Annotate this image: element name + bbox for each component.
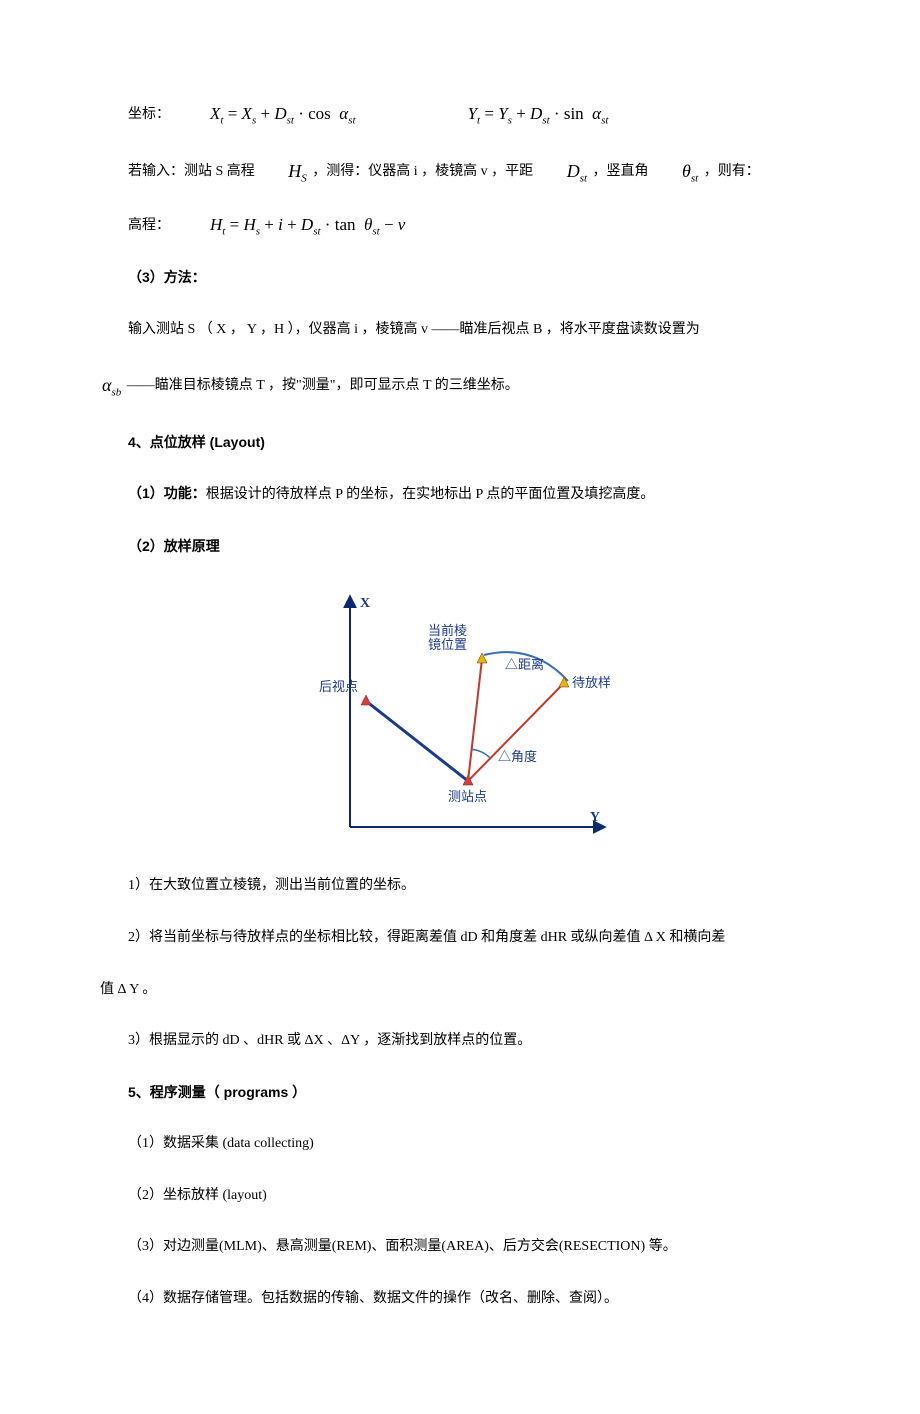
svg-text:当前棱: 当前棱 xyxy=(428,623,467,638)
p5-2: （2）坐标放样 (layout) xyxy=(100,1179,820,1213)
sym-hs: HS xyxy=(260,150,307,193)
p4-func: （1）功能：根据设计的待放样点 P 的坐标，在实地标出 P 点的平面位置及填挖高… xyxy=(100,477,820,512)
coord-label: 坐标： xyxy=(100,104,170,126)
sym-dst: Dst xyxy=(539,150,587,193)
formula-xt: Xt = Xs + Dst · cos αst xyxy=(182,100,356,130)
formula-ht: Ht = Hs + i + Dst · tan θst − v xyxy=(182,211,405,241)
step-1: 1）在大致位置立棱镜，测出当前位置的坐标。 xyxy=(100,869,820,903)
svg-text:测站点: 测站点 xyxy=(448,789,487,804)
p5-1: （1）数据采集 (data collecting) xyxy=(100,1127,820,1161)
step-3: 3）根据显示的 dD 、dHR 或 ΔX 、ΔY ，逐渐找到放样点的位置。 xyxy=(100,1024,820,1058)
method-line-1: 输入测站 S （ X ， Y ，H ），仪器高 i ，棱镜高 v ——瞄准后视点… xyxy=(100,313,820,347)
sym-alpha-sb: αsb xyxy=(102,364,121,407)
heading-4: 4、点位放样 (Layout) xyxy=(100,426,820,460)
heading-5: 5、程序测量（ programs ） xyxy=(100,1076,820,1110)
step-2a: 2）将当前坐标与待放样点的坐标相比较，得距离差值 dD 和角度差 dHR 或纵向… xyxy=(100,921,820,955)
sym-theta: θst xyxy=(654,150,698,193)
p5-3: （3）对边测量(MLM)、悬高测量(REM)、面积测量(AREA)、后方交会(R… xyxy=(100,1230,820,1264)
elev-label: 高程： xyxy=(100,215,170,237)
formula-yt: Yt = Ys + Dst · sin αst xyxy=(440,100,609,130)
svg-text:△角度: △角度 xyxy=(498,749,537,764)
layout-diagram: X Y 后视点测站点 当前棱镜位置待放样点 △距离 △角度 xyxy=(310,581,610,841)
svg-text:Y: Y xyxy=(590,810,600,825)
document-page: 坐标： Xt = Xs + Dst · cos αst Yt = Ys + Ds… xyxy=(0,0,920,1414)
svg-text:后视点: 后视点 xyxy=(319,679,358,694)
coord-formula-line: 坐标： Xt = Xs + Dst · cos αst Yt = Ys + Ds… xyxy=(100,100,820,130)
step-2b: 值 Δ Y 。 xyxy=(100,973,820,1007)
svg-text:待放样点: 待放样点 xyxy=(572,675,610,690)
input-desc-line: 若输入：测站 S 高程 HS ，测得：仪器高 i ，棱镜高 v ，平距 Dst … xyxy=(100,150,820,193)
heading-method: （3）方法： xyxy=(100,261,820,295)
svg-text:X: X xyxy=(360,596,370,611)
p5-4: （4）数据存储管理。包括数据的传输、数据文件的操作（改名、删除、查阅）。 xyxy=(100,1282,820,1316)
p4-principle: （2）放样原理 xyxy=(100,530,820,564)
svg-text:△距离: △距离 xyxy=(505,657,544,672)
method-line-2: αsb ——瞄准目标棱镜点 T ，按"测量"，即可显示点 T 的三维坐标。 xyxy=(100,364,820,407)
layout-diagram-wrap: X Y 后视点测站点 当前棱镜位置待放样点 △距离 △角度 xyxy=(100,581,820,841)
svg-text:镜位置: 镜位置 xyxy=(428,637,467,652)
elev-formula-line: 高程： Ht = Hs + i + Dst · tan θst − v xyxy=(100,211,820,241)
